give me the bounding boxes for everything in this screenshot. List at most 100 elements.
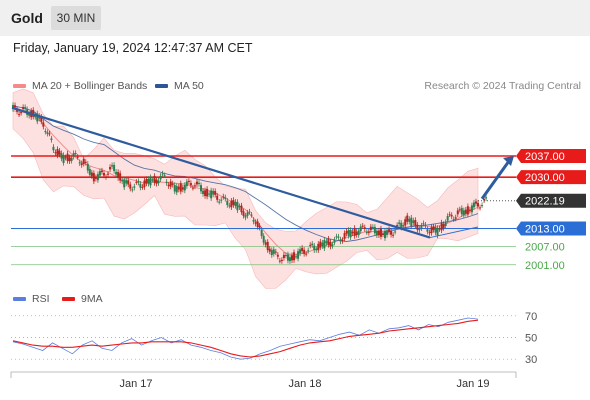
candle-body (442, 224, 445, 229)
candle-body (315, 249, 318, 251)
candle-body (107, 173, 110, 175)
candle-body (56, 149, 59, 156)
candle-body (72, 153, 75, 157)
candle-body (191, 187, 194, 189)
candle-body (373, 226, 376, 234)
candle-body (155, 179, 158, 184)
level-label-text: 2022.19 (525, 196, 565, 208)
candle-body (58, 150, 61, 155)
candle-body (175, 186, 178, 193)
candle-body (244, 215, 247, 218)
candle-body (226, 200, 229, 206)
trend-support-line (429, 226, 479, 239)
candle-body (295, 256, 298, 258)
candle-body (313, 245, 316, 251)
legend-rsi: RSI (13, 293, 50, 305)
candle-body (173, 185, 176, 192)
candle-body (94, 177, 97, 179)
trend-line (11, 106, 431, 239)
candle-body (278, 260, 281, 262)
candle-body (390, 230, 393, 235)
candle-body (36, 113, 39, 122)
candle-body (297, 251, 300, 259)
candle-body (284, 255, 287, 257)
candle-body (363, 227, 366, 230)
candle-body (454, 217, 457, 219)
candle-body (40, 116, 43, 122)
candle-body (280, 259, 283, 262)
candle-body (339, 239, 342, 242)
candle-body (402, 225, 405, 227)
candle-body (86, 163, 89, 171)
candle-body (46, 132, 49, 134)
candle-body (115, 171, 118, 175)
candle-body (147, 178, 150, 184)
rsi-9ma-line (12, 319, 479, 358)
candle-body (96, 174, 99, 181)
candle-body (167, 184, 170, 187)
candle-body (359, 226, 362, 232)
candle-body (28, 113, 31, 116)
candle-body (448, 214, 451, 216)
x-tick-label: Jan 18 (288, 378, 321, 390)
candle-body (64, 157, 67, 159)
candle-body (141, 186, 144, 188)
candle-body (117, 172, 120, 179)
candle-body (212, 190, 215, 195)
candle-body (250, 214, 253, 216)
candle-body (303, 249, 306, 254)
candle-body (133, 186, 136, 188)
candle-body (220, 199, 223, 201)
candle-body (270, 250, 273, 256)
candle-body (145, 178, 148, 184)
legend-9ma-label: 9MA (81, 293, 103, 305)
instrument-title: Gold (11, 10, 43, 26)
legend-ma50: MA 50 (155, 80, 204, 92)
candle-body (485, 197, 488, 199)
candle-body (418, 228, 421, 231)
candle-body (367, 231, 370, 233)
candle-body (446, 215, 449, 221)
candle-body (127, 180, 130, 185)
candle-body (323, 239, 326, 249)
candle-body (252, 219, 255, 222)
candle-body (98, 171, 101, 176)
candle-body (351, 231, 354, 234)
candle-body (268, 248, 271, 252)
candle-body (52, 146, 55, 151)
header-bar: Gold 30 MIN (0, 0, 590, 36)
candle-body (135, 181, 138, 183)
candle-body (394, 231, 397, 233)
candle-body (309, 244, 312, 246)
candle-body (159, 175, 162, 180)
candle-body (481, 205, 484, 207)
candle-body (143, 180, 146, 188)
candle-body (474, 201, 477, 204)
candle-body (420, 225, 423, 229)
candle-body (400, 222, 403, 228)
candle-body (450, 215, 453, 217)
candle-body (113, 164, 116, 171)
candle-body (204, 190, 207, 196)
candle-body (20, 112, 23, 114)
level-label-text: 2007.00 (525, 242, 565, 254)
candle-body (193, 185, 196, 187)
candle-body (329, 241, 332, 247)
candle-body (477, 202, 479, 207)
candle-body (345, 230, 348, 234)
candle-body (408, 218, 411, 222)
candle-body (238, 206, 241, 208)
candle-body (254, 222, 257, 224)
candle-body (440, 222, 443, 231)
candle-body (428, 232, 431, 234)
timeframe-button[interactable]: 30 MIN (51, 6, 101, 30)
candle-body (210, 190, 213, 199)
candle-body (240, 205, 243, 213)
candle-body (317, 243, 320, 251)
rsi-swatch (13, 297, 26, 302)
legend-rsi-label: RSI (32, 293, 50, 305)
candle-body (422, 223, 425, 225)
candle-body (183, 184, 186, 191)
candle-body (468, 209, 471, 211)
